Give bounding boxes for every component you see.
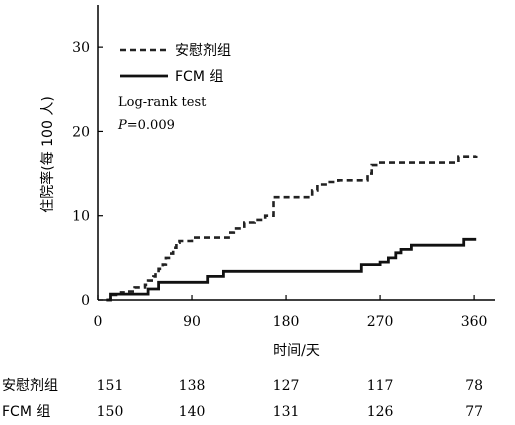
risk-row-name: 安慰剂组 [2,377,58,394]
p-value-label: P=0.009 [117,118,175,133]
risk-row-value: 78 [465,378,483,394]
chart-axes: 0 10 20 30 0 90 180 270 360 时间/天 住院率(每 100 人) [39,5,495,359]
x-tick-label: 360 [461,314,488,330]
y-tick-label: 30 [72,40,90,56]
x-tick-label: 90 [183,314,201,330]
y-tick-label: 10 [72,209,90,225]
risk-row-value: 117 [367,378,394,394]
legend-label: 安慰剂组 [175,42,231,59]
chart-series [106,155,478,302]
risk-row-value: 151 [97,378,124,394]
risk-table: 安慰剂组 151 138 127 117 78 FCM 组 150 140 131 126 77 [2,377,483,420]
risk-row-name: FCM 组 [2,404,50,420]
y-tick-label: 20 [72,124,90,140]
risk-row-value: 127 [273,378,300,394]
risk-row-value: 126 [367,404,394,420]
risk-row-value: 150 [97,404,124,420]
legend-label: FCM 组 [175,69,223,85]
x-axis-title: 时间/天 [273,343,320,359]
p-value: =0.009 [127,118,175,133]
chart-annotation: Log-rank test P=0.009 [117,95,207,133]
x-tick-label: 0 [94,314,103,330]
risk-row-value: 77 [465,404,483,420]
chart-legend: 安慰剂组 FCM 组 [120,42,231,85]
p-symbol: P [117,118,127,133]
logrank-test-label: Log-rank test [118,95,207,110]
y-tick-label: 0 [81,293,90,309]
y-axis-title: 住院率(每 100 人) [39,96,56,213]
series-line-fcm [106,237,477,302]
risk-row-value: 140 [179,404,206,420]
risk-row-value: 131 [273,404,300,420]
series-line-placebo [106,155,478,302]
x-tick-label: 270 [367,314,394,330]
x-tick-label: 180 [273,314,300,330]
risk-row-value: 138 [179,378,206,394]
